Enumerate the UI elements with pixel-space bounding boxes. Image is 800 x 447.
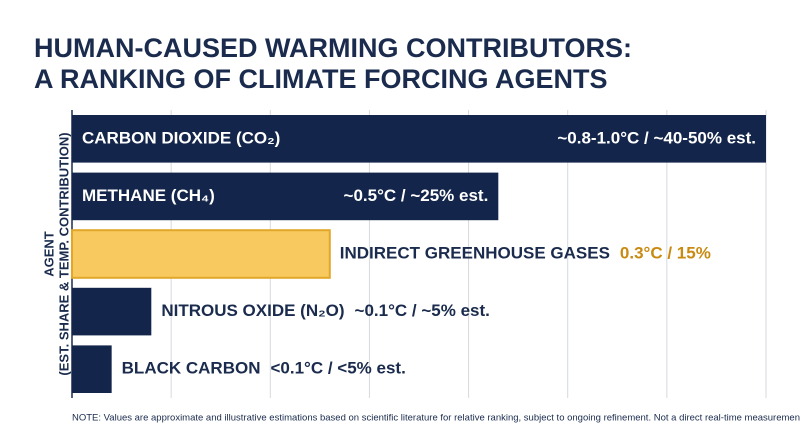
category-label: METHANE (CH₄) xyxy=(82,186,215,205)
category-label: NITROUS OXIDE (N₂O) xyxy=(161,301,344,320)
category-label: INDIRECT GREENHOUSE GASES xyxy=(340,243,610,262)
bar xyxy=(72,172,499,221)
chart-title: A RANKING OF CLIMATE FORCING AGENTS xyxy=(34,64,607,94)
footnote: NOTE: Values are approximate and illustr… xyxy=(72,413,800,424)
y-axis-title: AGENT xyxy=(41,231,56,277)
chart-title: HUMAN-CAUSED WARMING CONTRIBUTORS: xyxy=(34,33,632,63)
value-annotation: 0.3°C / 15% xyxy=(620,243,711,262)
bar xyxy=(72,345,112,393)
value-annotation: <0.1°C / <5% est. xyxy=(270,359,405,378)
value-annotation: ~0.1°C / ~5% est. xyxy=(355,301,490,320)
value-annotation: ~0.8-1.0°C / ~40-50% est. xyxy=(557,128,756,147)
bar xyxy=(72,115,766,163)
y-axis-title: (EST. SHARE & TEMP. CONTRIBUTION) xyxy=(56,132,71,375)
category-label: CARBON DIOXIDE (CO₂) xyxy=(82,128,280,147)
category-label: BLACK CARBON xyxy=(122,359,261,378)
value-annotation: ~0.5°C / ~25% est. xyxy=(344,186,489,205)
bar xyxy=(72,287,152,336)
bar xyxy=(71,229,331,279)
